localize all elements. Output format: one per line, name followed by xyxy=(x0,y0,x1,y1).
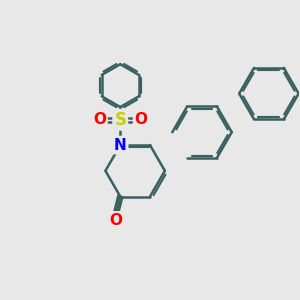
Text: O: O xyxy=(93,112,106,127)
Text: O: O xyxy=(109,213,122,228)
Text: N: N xyxy=(114,138,127,153)
Text: S: S xyxy=(114,111,126,129)
Text: O: O xyxy=(135,112,148,127)
